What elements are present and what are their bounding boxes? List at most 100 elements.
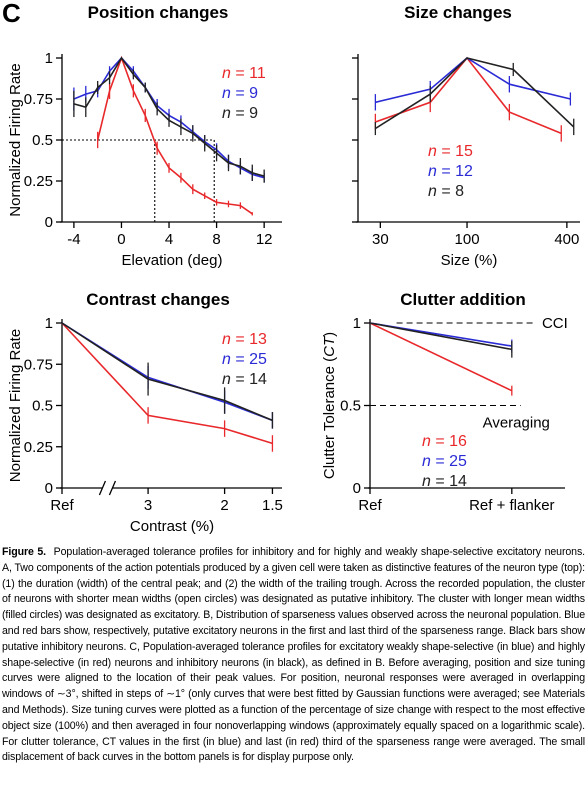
y-tick-label: 0.75 — [24, 91, 53, 108]
y-tick-label: 1 — [45, 50, 53, 67]
legend-n: n — [422, 473, 431, 490]
position-changes-chart: Position changes 0 0.25 0.5 0.75 1 -4 0 4 8 12 Elev… — [0, 0, 300, 270]
chart-title: Position changes — [88, 3, 229, 22]
axes — [60, 54, 282, 223]
chart-title: Size changes — [404, 3, 512, 22]
legend-entry: n = 11 — [222, 65, 266, 82]
legend-entry: n = 16 — [422, 433, 467, 450]
legend-count: = 11 — [231, 65, 266, 82]
series-0 — [96, 55, 253, 216]
series-line — [96, 55, 253, 215]
legend-n: n — [428, 143, 437, 160]
legend-n: n — [222, 351, 231, 368]
series-2 — [61, 322, 274, 429]
x-tick-label: -4 — [67, 231, 80, 248]
x-tick-label: 30 — [372, 231, 389, 248]
y-tick-label: 0.25 — [24, 173, 53, 190]
series-0 — [369, 322, 513, 396]
y-tick-label: 0.5 — [32, 132, 53, 149]
x-tick-label: 3 — [144, 497, 152, 514]
reference-line-label: Averaging — [483, 415, 550, 432]
legend-n: n — [222, 331, 231, 348]
position-svg: Position changes 0 0.25 0.5 0.75 1 -4 0 4 8 12 Elev… — [7, 3, 282, 269]
legend-count: = 25 — [231, 351, 267, 368]
y-tick-label: 0 — [45, 480, 53, 497]
x-tick-label: 400 — [554, 231, 579, 248]
legend-n: n — [222, 105, 231, 122]
x-tick-label: 8 — [212, 231, 220, 248]
x-tick-label: 100 — [455, 231, 480, 248]
legend-entry: n = 25 — [222, 351, 267, 368]
legend-count: = 13 — [231, 331, 267, 348]
legend-entry: n = 8 — [428, 183, 464, 200]
y-axis-label-part: Clutter Tolerance ( — [321, 357, 338, 479]
axis-break-mark — [98, 480, 107, 496]
axes — [356, 54, 580, 223]
legend-count: = 15 — [437, 143, 473, 160]
y-axis-label: Clutter Tolerance (CT) — [321, 332, 338, 479]
y-axis-label-part: CT — [321, 335, 338, 357]
legend-entry: n = 14 — [222, 371, 267, 388]
legend-n: n — [422, 433, 431, 450]
series-line — [61, 322, 273, 422]
x-tick-label: 0 — [117, 231, 125, 248]
x-tick-label: 4 — [165, 231, 173, 248]
legend-count: = 14 — [231, 371, 267, 388]
legend-entry: n = 13 — [222, 331, 267, 348]
legend-count: = 16 — [431, 433, 467, 450]
contrast-svg: Contrast changes 0 0.25 0.5 0.75 1 Ref 3 2 1.5 Con… — [7, 290, 283, 535]
axes — [368, 319, 565, 489]
legend-entry: n = 12 — [428, 163, 473, 180]
legend-n: n — [422, 453, 431, 470]
y-tick-label: 0.25 — [24, 439, 53, 456]
y-axis-label: Normalized Firing Rate — [7, 63, 24, 216]
legend-count: = 9 — [231, 85, 258, 102]
panel-letter: C — [2, 0, 21, 28]
legend-entry: n = 14 — [422, 473, 467, 490]
legend-entry: n = 9 — [222, 85, 258, 102]
y-axis-label: Normalized Firing Rate — [7, 329, 24, 482]
legend-count: = 25 — [431, 453, 467, 470]
x-axis-label: Contrast (%) — [130, 518, 214, 535]
x-tick-label: Ref — [50, 497, 74, 514]
series-line — [374, 57, 575, 130]
legend-count: = 12 — [437, 163, 473, 180]
legend-count: = 14 — [431, 473, 467, 490]
clutter-svg: Clutter addition 0 0.5 1 Ref Ref + flanker Clu… — [321, 290, 568, 514]
legend-entry: n = 25 — [422, 453, 467, 470]
x-tick-label: 2 — [220, 497, 228, 514]
series-2 — [73, 56, 265, 183]
y-tick-label: 1 — [353, 315, 361, 332]
series-0 — [61, 322, 274, 452]
reference-line-label: CCI — [542, 315, 568, 332]
y-tick-label: 0.75 — [24, 356, 53, 373]
axes — [60, 319, 282, 496]
y-tick-label: 0.5 — [32, 398, 53, 415]
legend-n: n — [222, 371, 231, 388]
series-2 — [369, 322, 513, 358]
caption-text: Population-averaged tolerance profiles f… — [2, 546, 585, 764]
figure-caption: Figure 5. Population-averaged tolerance … — [2, 545, 585, 766]
y-tick-label: 0 — [353, 480, 361, 497]
legend-count: = 9 — [231, 105, 258, 122]
x-tick-label: Ref — [358, 497, 382, 514]
axis-break-mark — [108, 480, 117, 496]
series-line — [61, 322, 273, 445]
series-0 — [374, 56, 562, 142]
y-axis-label-part: ) — [321, 332, 338, 337]
series-line — [369, 322, 512, 351]
chart-title: Clutter addition — [400, 290, 526, 309]
series-2 — [374, 57, 575, 136]
legend-entry: n = 15 — [428, 143, 473, 160]
chart-title: Contrast changes — [86, 290, 230, 309]
caption-label: Figure 5. — [2, 546, 47, 558]
x-tick-label: 12 — [256, 231, 273, 248]
y-tick-label: 0.5 — [340, 398, 361, 415]
legend-n: n — [222, 85, 231, 102]
x-axis-label: Size (%) — [441, 252, 498, 269]
x-tick-label: Ref + flanker — [469, 497, 554, 514]
legend-count: = 8 — [437, 183, 464, 200]
series-line — [369, 322, 513, 392]
contrast-changes-chart: Contrast changes 0 0.25 0.5 0.75 1 Ref 3 2 1.5 Con… — [0, 280, 300, 542]
